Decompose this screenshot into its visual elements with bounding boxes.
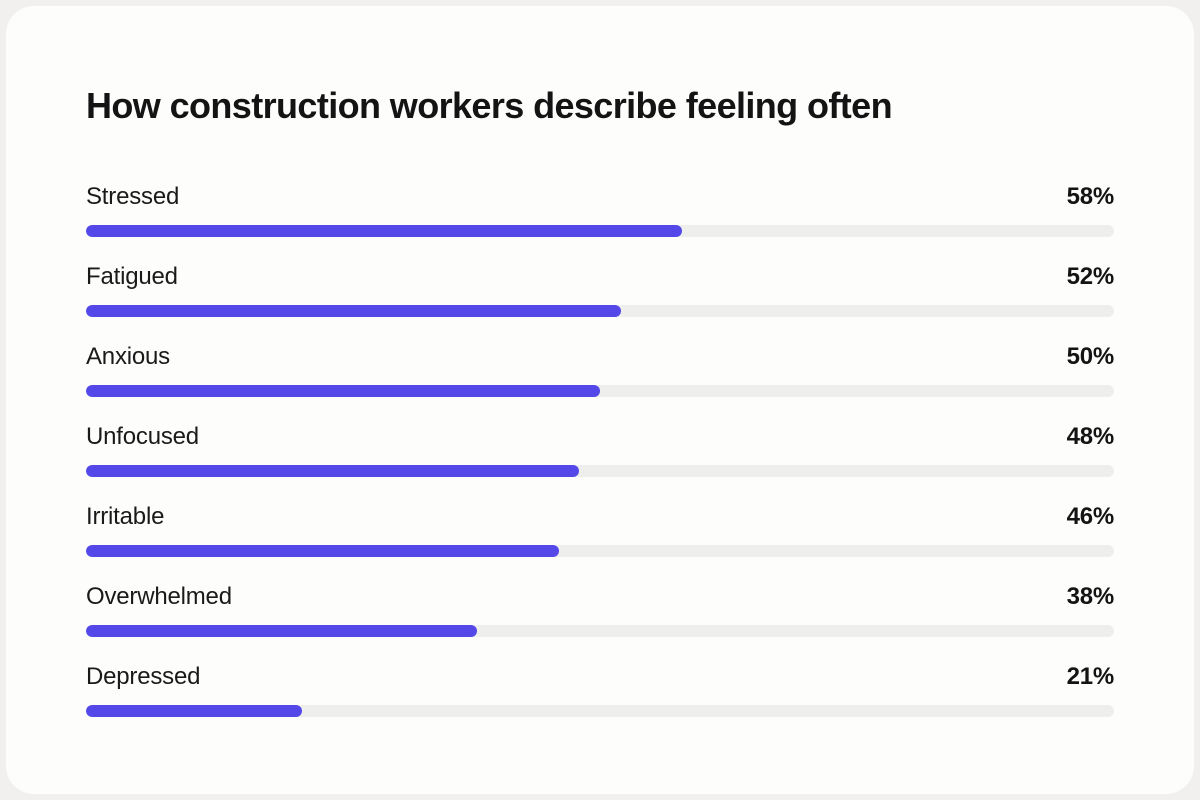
value-label: 58% [1066,183,1115,211]
bar-track [86,625,1114,638]
bar-row: Unfocused 48% [86,423,1114,478]
bar-fill [86,225,683,238]
bar-track [86,305,1114,318]
bar-row-header: Unfocused 48% [86,423,1114,451]
bar-row: Stressed 58% [86,183,1114,238]
value-label: 46% [1066,503,1115,531]
bar-row-header: Depressed 21% [86,663,1114,691]
value-label: 50% [1066,343,1115,371]
bar-row-header: Overwhelmed 38% [86,583,1114,611]
bar-row: Fatigued 52% [86,263,1114,318]
value-label: 48% [1066,423,1115,451]
chart-title: How construction workers describe feelin… [86,85,893,126]
category-label: Anxious [86,343,170,371]
category-label: Stressed [86,183,180,211]
bar-fill [86,465,580,478]
bar-row-header: Anxious 50% [86,343,1114,371]
bar-track [86,225,1114,238]
bar-row: Overwhelmed 38% [86,583,1114,638]
bar-chart: Stressed 58% Fatigued 52% Anxious 50% Unfocuse… [86,183,1114,718]
bar-row-header: Irritable 46% [86,503,1114,531]
bar-fill [86,545,559,558]
bar-row-header: Fatigued 52% [86,263,1114,291]
category-label: Irritable [86,503,165,531]
category-label: Depressed [86,663,201,691]
value-label: 52% [1066,263,1115,291]
category-label: Overwhelmed [86,583,232,611]
chart-card: How construction workers describe feelin… [6,6,1194,794]
bar-track [86,545,1114,558]
bar-fill [86,305,621,318]
bar-row: Depressed 21% [86,663,1114,718]
bar-track [86,705,1114,718]
bar-track [86,385,1114,398]
bar-fill [86,705,302,718]
value-label: 21% [1066,663,1115,691]
bar-row: Irritable 46% [86,503,1114,558]
bar-row-header: Stressed 58% [86,183,1114,211]
bar-fill [86,385,600,398]
bar-track [86,465,1114,478]
value-label: 38% [1066,583,1115,611]
category-label: Fatigued [86,263,178,291]
bar-row: Anxious 50% [86,343,1114,398]
bar-fill [86,625,477,638]
category-label: Unfocused [86,423,199,451]
